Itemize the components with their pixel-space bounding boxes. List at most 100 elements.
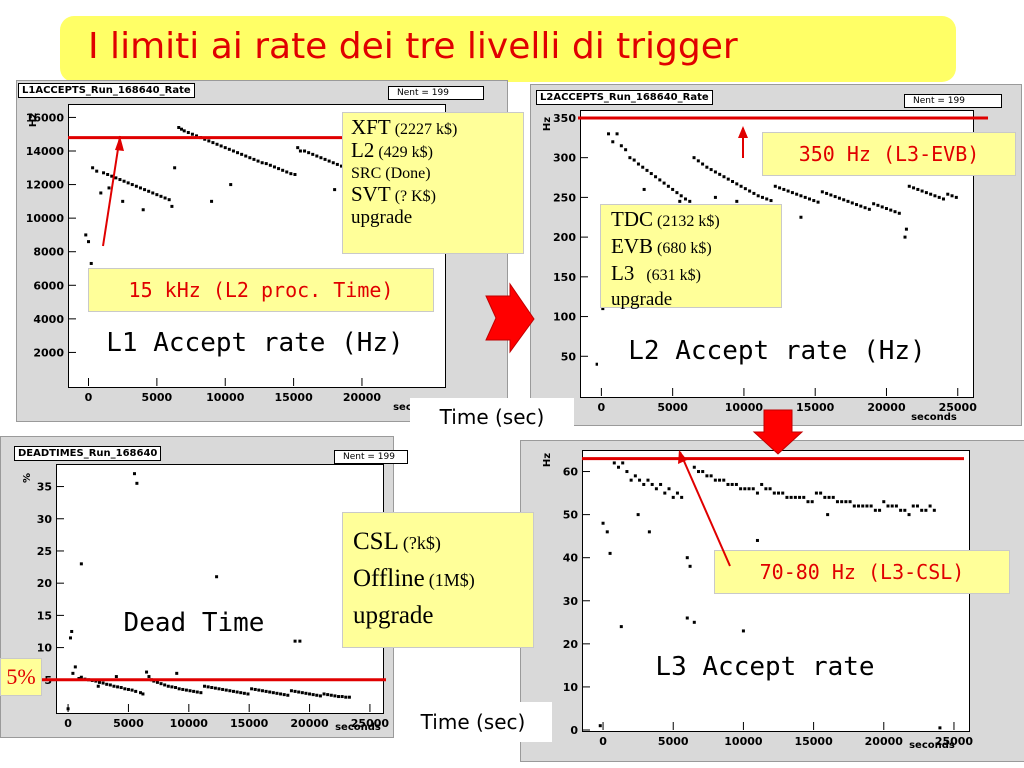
y-tick-label: 14000 [26, 145, 65, 158]
data-point [250, 687, 254, 691]
y-tick-label: 250 [553, 191, 576, 204]
data-point [132, 472, 136, 476]
data-point [842, 198, 846, 202]
x-tick-label: 20000 [290, 717, 329, 730]
data-point [108, 683, 112, 687]
data-point [659, 482, 663, 486]
l2-chart: 0 5000 10000 15000 20000 25000 50 100 150 200 250 3… [542, 112, 988, 423]
data-point [650, 482, 654, 486]
data-point [747, 487, 751, 491]
data-point [95, 169, 99, 173]
l3-pointer-head [678, 450, 687, 464]
data-point [601, 521, 605, 525]
data-point [170, 204, 174, 208]
data-point [795, 192, 799, 196]
data-point [228, 689, 232, 693]
data-point [920, 508, 924, 512]
data-point [102, 171, 106, 175]
data-point [118, 178, 122, 182]
data-point [692, 620, 696, 624]
data-point [215, 575, 219, 579]
data-point [210, 199, 214, 203]
data-point [598, 724, 602, 728]
data-point [110, 174, 114, 178]
data-point [611, 140, 615, 144]
data-point [929, 192, 933, 196]
y-tick-label: 300 [553, 152, 576, 165]
data-point [322, 692, 326, 696]
data-point [734, 482, 738, 486]
data-point [730, 482, 734, 486]
data-point [819, 491, 823, 495]
dt-plot-frame [56, 464, 384, 714]
data-point [803, 195, 807, 199]
data-point [298, 639, 302, 643]
data-point [946, 192, 950, 196]
data-point [207, 139, 211, 143]
data-point [296, 146, 300, 150]
l1-cost-value: (2227 k$) [394, 121, 458, 138]
data-point [326, 693, 330, 697]
data-point [713, 478, 717, 482]
l2-cost-item: L3 [611, 261, 635, 285]
x-tick-label: 20000 [865, 735, 904, 748]
y-tick-label: 0 [570, 724, 578, 737]
data-point [289, 172, 293, 176]
y-tick-label: 10000 [26, 212, 65, 225]
data-point [920, 189, 924, 193]
data-point [636, 513, 640, 517]
x-tick-label: 15000 [794, 735, 833, 748]
data-point [812, 199, 816, 203]
data-point [893, 210, 897, 214]
data-point [619, 144, 623, 148]
data-point [264, 689, 268, 693]
data-point [814, 491, 818, 495]
x-axis-title: seconds [909, 740, 955, 751]
data-point [195, 134, 199, 138]
data-point [217, 687, 221, 691]
y-axis-title: Hz [28, 113, 39, 127]
data-point [884, 207, 888, 211]
data-point [167, 198, 171, 202]
data-point [647, 530, 651, 534]
data-point [751, 487, 755, 491]
data-point [876, 203, 880, 207]
data-point [260, 161, 264, 165]
data-point [861, 504, 865, 508]
data-point [275, 691, 279, 695]
data-point [701, 162, 705, 166]
y-axis-title: Hz [542, 453, 553, 467]
data-point [138, 186, 142, 190]
data-point [177, 126, 181, 129]
data-point [752, 191, 756, 195]
l1-pointer-head [115, 136, 124, 151]
data-point [785, 495, 789, 499]
y-tick-label: 40 [563, 552, 579, 565]
data-point [685, 556, 689, 560]
data-point [713, 170, 717, 174]
data-point [722, 175, 726, 179]
data-point [907, 184, 911, 188]
x-axis-title: seconds [335, 722, 381, 733]
y-tick-label: 25 [37, 545, 52, 558]
data-point [671, 495, 675, 499]
data-point [155, 680, 159, 684]
data-point [625, 470, 629, 474]
x-tick-label: 20000 [867, 401, 906, 414]
data-point [831, 495, 835, 499]
data-point [215, 142, 219, 146]
dt-cost-item: Offline [353, 565, 425, 592]
data-point [912, 186, 916, 190]
data-point [188, 689, 192, 693]
data-point [844, 500, 848, 504]
data-point [911, 504, 915, 508]
data-point [203, 137, 207, 141]
data-point [629, 478, 633, 482]
data-point [327, 159, 331, 163]
data-point [638, 478, 642, 482]
data-point [114, 675, 118, 679]
l2-hist-name: L2ACCEPTS_Run_168640_Rate [536, 90, 713, 105]
data-point [192, 689, 196, 693]
data-point [277, 167, 281, 171]
data-point [950, 194, 954, 198]
